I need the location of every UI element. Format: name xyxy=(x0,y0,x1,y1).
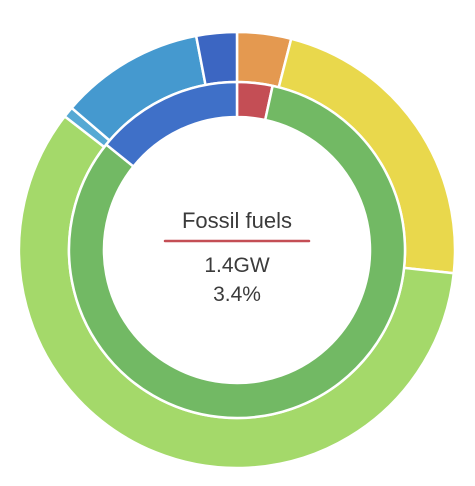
inner-ring-slice-2 xyxy=(67,84,407,420)
inner-ring xyxy=(67,80,407,420)
inner-ring-slice-3 xyxy=(104,80,239,168)
center-percent: 3.4% xyxy=(213,283,261,306)
center-label: Fossil fuels 1.4GW 3.4% xyxy=(163,208,311,306)
center-value: 1.4GW xyxy=(204,254,270,277)
center-title: Fossil fuels xyxy=(182,208,292,233)
